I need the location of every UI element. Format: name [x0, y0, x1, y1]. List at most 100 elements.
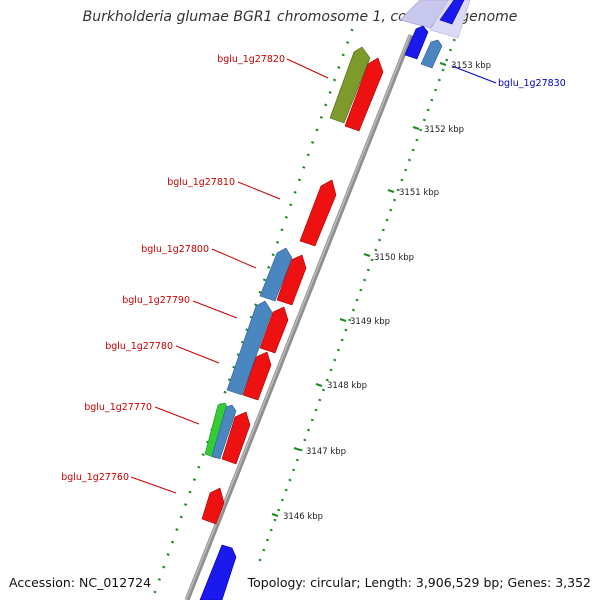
- gene-label-bglu-1g27820[interactable]: bglu_1g27820: [217, 54, 285, 65]
- ruler-minor-tick: [437, 78, 441, 82]
- ruler-major-tick: [439, 62, 447, 66]
- gc-dot: [350, 28, 354, 32]
- gene-label-bglu-1g27780[interactable]: bglu_1g27780: [105, 341, 173, 352]
- cds-feature-bglu-1g27830[interactable]: [420, 39, 443, 69]
- ruler-minor-tick: [273, 518, 277, 522]
- gc-dot: [162, 565, 166, 569]
- ruler-minor-tick: [389, 208, 393, 212]
- gc-dot: [302, 165, 306, 169]
- ruler-minor-tick: [419, 128, 423, 132]
- ruler-label-3153: 3153 kbp: [451, 61, 491, 71]
- cds-features-top: [399, 0, 471, 69]
- ruler-minor-tick: [303, 438, 307, 442]
- leader-bglu-1g27800: [211, 248, 257, 269]
- gc-dot: [201, 453, 205, 457]
- ruler-label-3152: 3152 kbp: [424, 125, 464, 135]
- ruler-minor-tick: [280, 498, 284, 502]
- ruler-minor-tick: [452, 38, 456, 42]
- ruler-label-3146: 3146 kbp: [283, 512, 323, 522]
- gc-dot: [254, 303, 258, 307]
- gene-label-leaders: [130, 58, 497, 494]
- ruler-minor-tick: [434, 88, 438, 92]
- gc-dot: [157, 578, 161, 581]
- ruler-minor-tick: [348, 318, 352, 322]
- ruler-major-tick: [412, 126, 420, 130]
- ruler-minor-tick: [340, 338, 344, 342]
- leader-bglu-1g27820: [286, 58, 329, 79]
- gc-dot: [319, 115, 323, 119]
- ruler-minor-tick: [265, 538, 270, 542]
- gc-dot: [175, 528, 179, 531]
- cds-features-reverse: [199, 46, 371, 600]
- cds-feature-top-blue-1[interactable]: [404, 25, 429, 60]
- cds-feature-bglu-1g27760[interactable]: [201, 487, 225, 525]
- cds-feature-bglu-1g27780[interactable]: [242, 351, 272, 401]
- cds-feature-bglu-1g27810[interactable]: [299, 179, 337, 247]
- cds-feature-bright-blue-bottom[interactable]: [199, 544, 237, 600]
- ruler-labels: 3146 kbp 3147 kbp 3148 kbp 3149 kbp 3150…: [283, 61, 491, 522]
- backbone-line: [184, 34, 414, 600]
- gc-dot: [284, 215, 288, 219]
- ruler-minor-tick: [381, 228, 385, 232]
- gene-label-bglu-1g27810[interactable]: bglu_1g27810: [167, 177, 235, 188]
- cds-feature-olive[interactable]: [329, 46, 371, 124]
- cds-feature-top-blue-2[interactable]: [439, 0, 465, 25]
- cds-feature-top-faded-1[interactable]: [399, 0, 453, 29]
- gc-dot: [293, 190, 297, 194]
- ruler-minor-tick: [430, 98, 434, 102]
- gene-label-bglu-1g27800[interactable]: bglu_1g27800: [141, 244, 209, 255]
- ruler-label-3150: 3150 kbp: [374, 253, 414, 263]
- ruler-minor-tick: [269, 528, 273, 532]
- gc-dot: [166, 553, 170, 556]
- gc-dot: [297, 178, 302, 182]
- gc-dot: [188, 490, 192, 494]
- ruler-minor-tick: [295, 458, 299, 462]
- gc-dot: [341, 53, 345, 57]
- ruler-minor-tick: [448, 48, 453, 52]
- ruler-major-tick: [387, 189, 395, 193]
- gc-dot: [315, 128, 319, 132]
- ruler-major-ticks: [271, 62, 447, 517]
- ruler-minor-tick: [329, 368, 333, 372]
- gc-dot: [280, 228, 284, 232]
- gene-label-bglu-1g27770[interactable]: bglu_1g27770: [84, 402, 152, 413]
- ruler-minor-tick: [310, 418, 314, 422]
- cds-feature-bglu-1g27790[interactable]: [259, 306, 289, 354]
- gene-label-bglu-1g27830[interactable]: bglu_1g27830: [498, 78, 566, 89]
- cds-feature-bglu-1g27820[interactable]: [344, 57, 384, 132]
- ruler-minor-tick: [344, 328, 348, 332]
- gc-dot: [332, 78, 337, 82]
- gc-dot: [337, 66, 341, 69]
- leader-bglu-1g27770: [154, 406, 200, 425]
- gc-content-dots: [153, 28, 354, 594]
- gene-labels: bglu_1g27820 bglu_1g27830 bglu_1g27810 b…: [61, 54, 566, 483]
- gene-label-bglu-1g27790[interactable]: bglu_1g27790: [122, 295, 190, 306]
- ruler-minor-tick: [441, 68, 445, 72]
- ruler-minor-tick: [292, 468, 296, 472]
- cds-feature-steel-1[interactable]: [259, 247, 293, 302]
- ruler-minor-tick: [396, 188, 400, 192]
- leader-bglu-1g27830: [451, 65, 497, 84]
- ruler-minor-tick: [426, 108, 430, 112]
- ruler-major-tick: [339, 318, 347, 322]
- gc-dot: [289, 203, 293, 207]
- ruler-minor-tick: [314, 408, 318, 412]
- gc-dot: [262, 278, 267, 282]
- cds-feature-bglu-1g27770[interactable]: [221, 411, 251, 465]
- ruler-minor-tick: [445, 58, 449, 62]
- gc-dot: [267, 265, 271, 269]
- gc-dot: [192, 478, 196, 482]
- gc-dot: [275, 240, 280, 244]
- ruler-label-3151: 3151 kbp: [399, 188, 439, 198]
- cds-feature-steel-2[interactable]: [226, 300, 273, 396]
- gc-dot: [153, 590, 157, 594]
- ruler-label-3148: 3148 kbp: [327, 381, 367, 391]
- ruler-minor-tick: [321, 388, 326, 392]
- gc-dot: [346, 41, 350, 44]
- cds-feature-steel-3[interactable]: [211, 404, 237, 460]
- gc-dot: [311, 140, 315, 144]
- ruler-major-tick: [315, 383, 323, 387]
- gene-label-bglu-1g27760[interactable]: bglu_1g27760: [61, 472, 129, 483]
- ruler-minor-tick: [400, 178, 404, 182]
